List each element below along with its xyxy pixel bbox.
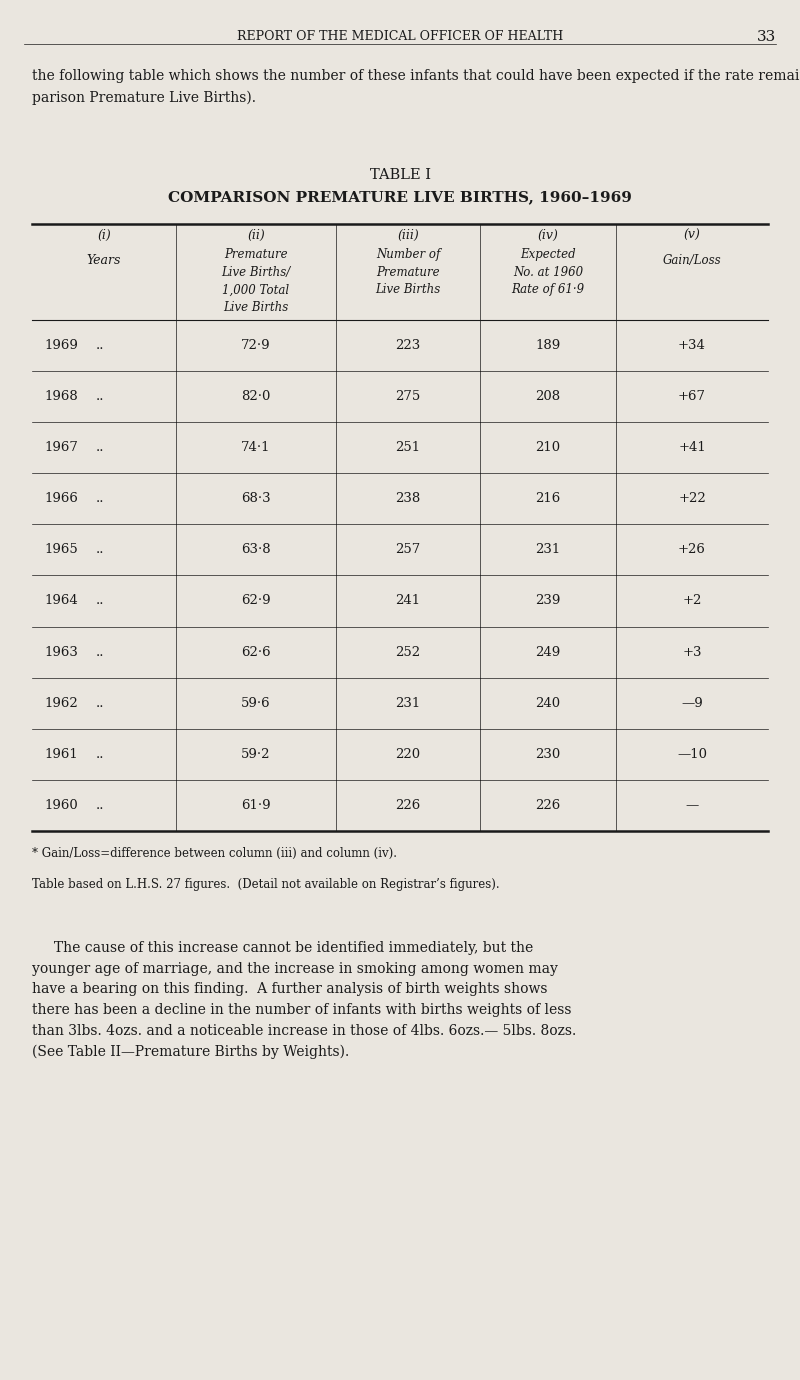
Text: The cause of this increase cannot be identified immediately, but the
younger age: The cause of this increase cannot be ide…: [32, 941, 576, 1058]
Text: 223: 223: [395, 339, 421, 352]
Text: 230: 230: [535, 748, 561, 760]
Text: Gain/Loss: Gain/Loss: [662, 254, 722, 266]
Text: ..: ..: [96, 748, 105, 760]
Text: COMPARISON PREMATURE LIVE BIRTHS, 1960–1969: COMPARISON PREMATURE LIVE BIRTHS, 1960–1…: [168, 190, 632, 204]
Text: 1963: 1963: [44, 646, 78, 658]
Text: 238: 238: [395, 493, 421, 505]
Text: Table based on L.H.S. 27 figures.  (Detail not available on Registrar’s figures): Table based on L.H.S. 27 figures. (Detai…: [32, 878, 500, 890]
Text: * Gain/Loss=difference between column (iii) and column (iv).: * Gain/Loss=difference between column (i…: [32, 847, 397, 860]
Text: ..: ..: [96, 391, 105, 403]
Text: +22: +22: [678, 493, 706, 505]
Text: 61·9: 61·9: [241, 799, 271, 811]
Text: —9: —9: [681, 697, 703, 709]
Text: —10: —10: [677, 748, 707, 760]
Text: 257: 257: [395, 544, 421, 556]
Text: +3: +3: [682, 646, 702, 658]
Text: 62·6: 62·6: [241, 646, 271, 658]
Text: 226: 226: [395, 799, 421, 811]
Text: 251: 251: [395, 442, 421, 454]
Text: ..: ..: [96, 595, 105, 607]
Text: 1967: 1967: [44, 442, 78, 454]
Text: 252: 252: [395, 646, 421, 658]
Text: 33: 33: [757, 30, 776, 44]
Text: ..: ..: [96, 646, 105, 658]
Text: 68·3: 68·3: [241, 493, 271, 505]
Text: +2: +2: [682, 595, 702, 607]
Text: ..: ..: [96, 493, 105, 505]
Text: (iv): (iv): [538, 229, 558, 242]
Text: 240: 240: [535, 697, 561, 709]
Text: +34: +34: [678, 339, 706, 352]
Text: 1965: 1965: [44, 544, 78, 556]
Text: Premature
Live Births/
1,000 Total
Live Births: Premature Live Births/ 1,000 Total Live …: [222, 248, 290, 313]
Text: 220: 220: [395, 748, 421, 760]
Text: 226: 226: [535, 799, 561, 811]
Text: (ii): (ii): [247, 229, 265, 242]
Text: 1966: 1966: [44, 493, 78, 505]
Text: 82·0: 82·0: [242, 391, 270, 403]
Text: 241: 241: [395, 595, 421, 607]
Text: 1968: 1968: [44, 391, 78, 403]
Text: —: —: [686, 799, 698, 811]
Text: 249: 249: [535, 646, 561, 658]
Text: Number of
Premature
Live Births: Number of Premature Live Births: [375, 248, 441, 297]
Text: Expected
No. at 1960
Rate of 61·9: Expected No. at 1960 Rate of 61·9: [511, 248, 585, 297]
Text: 62·9: 62·9: [241, 595, 271, 607]
Text: 1961: 1961: [44, 748, 78, 760]
Text: +41: +41: [678, 442, 706, 454]
Text: 74·1: 74·1: [242, 442, 270, 454]
Text: 231: 231: [395, 697, 421, 709]
Text: Years: Years: [87, 254, 121, 266]
Text: 1969: 1969: [44, 339, 78, 352]
Text: 231: 231: [535, 544, 561, 556]
Text: REPORT OF THE MEDICAL OFFICER OF HEALTH: REPORT OF THE MEDICAL OFFICER OF HEALTH: [237, 30, 563, 43]
Text: ..: ..: [96, 799, 105, 811]
Text: 63·8: 63·8: [241, 544, 271, 556]
Text: (iii): (iii): [397, 229, 419, 242]
Text: 59·2: 59·2: [242, 748, 270, 760]
Text: +67: +67: [678, 391, 706, 403]
Text: +26: +26: [678, 544, 706, 556]
Text: 1960: 1960: [44, 799, 78, 811]
Text: ..: ..: [96, 544, 105, 556]
Text: 239: 239: [535, 595, 561, 607]
Text: 1964: 1964: [44, 595, 78, 607]
Text: 210: 210: [535, 442, 561, 454]
Text: ..: ..: [96, 697, 105, 709]
Text: ..: ..: [96, 339, 105, 352]
Text: 216: 216: [535, 493, 561, 505]
Text: 59·6: 59·6: [241, 697, 271, 709]
Text: 1962: 1962: [44, 697, 78, 709]
Text: 189: 189: [535, 339, 561, 352]
Text: the following table which shows the number of these infants that could have been: the following table which shows the numb…: [32, 69, 800, 105]
Text: (i): (i): [97, 229, 111, 242]
Text: (v): (v): [683, 229, 701, 242]
Text: 72·9: 72·9: [241, 339, 271, 352]
Text: ..: ..: [96, 442, 105, 454]
Text: TABLE I: TABLE I: [370, 168, 430, 182]
Text: 208: 208: [535, 391, 561, 403]
Text: 275: 275: [395, 391, 421, 403]
